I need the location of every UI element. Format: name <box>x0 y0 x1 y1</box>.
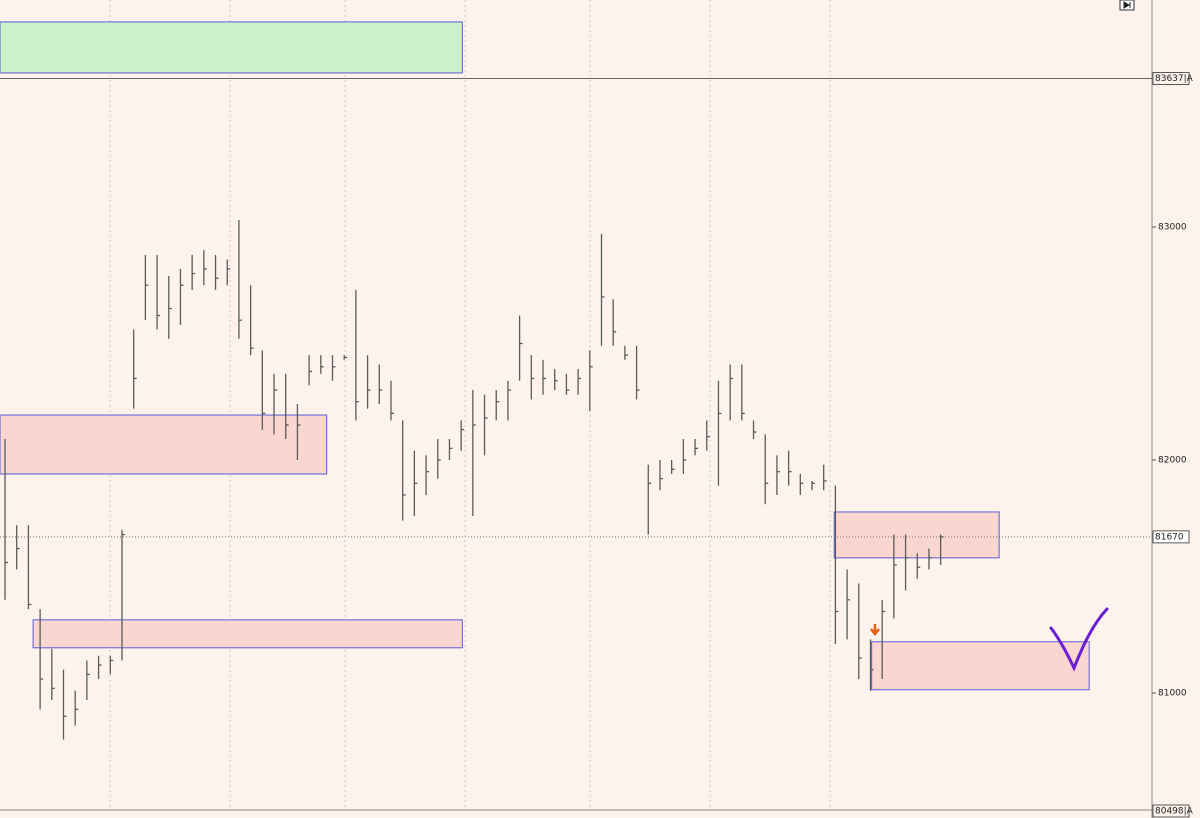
zone <box>833 511 1000 559</box>
signal-arrow <box>870 624 880 637</box>
zone <box>871 641 1090 691</box>
zone <box>32 619 463 649</box>
zone <box>0 414 328 475</box>
y-tick-label: 83000 <box>1158 222 1187 232</box>
y-tick-label: 81000 <box>1158 689 1187 699</box>
zone <box>0 21 463 74</box>
y-tick-label: 82000 <box>1158 455 1187 465</box>
price-label: 81670 <box>1155 532 1184 542</box>
price-label-box <box>1152 804 1190 818</box>
price-label: 83637|A <box>1155 74 1194 84</box>
price-label-box <box>1152 72 1190 85</box>
plot <box>0 21 1090 740</box>
price-label-box <box>1152 530 1190 544</box>
check-mark <box>1049 607 1109 672</box>
scroll-icon <box>1123 1 1131 9</box>
price-label: 80498|A <box>1155 807 1194 817</box>
